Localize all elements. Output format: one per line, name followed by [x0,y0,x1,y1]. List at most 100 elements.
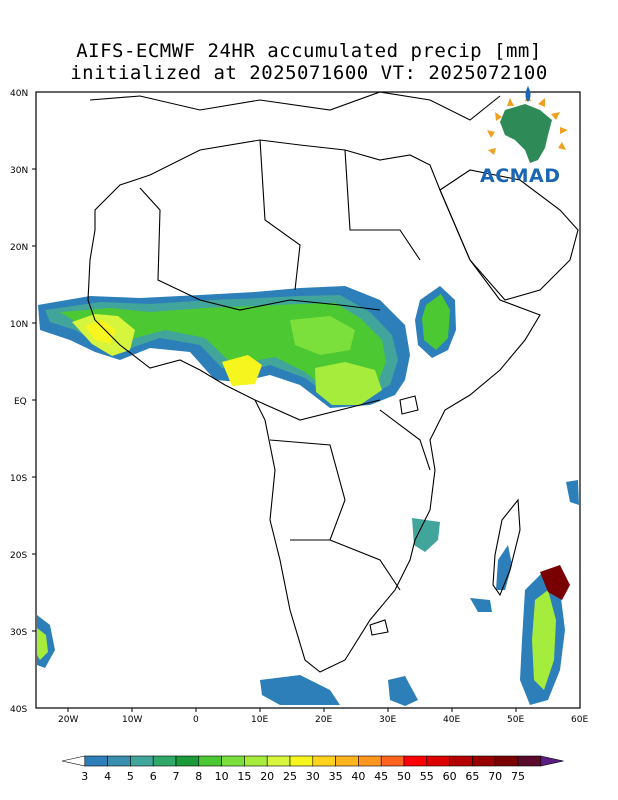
colorbar: 3 4 5 6 7 8 10 15 20 25 30 35 40 45 50 55 60 65 70 75 [61,755,564,783]
colorbar-swatch [472,755,496,767]
precip-cameroon-core [222,355,262,386]
precip-south-ocean-1in [532,590,556,690]
lat-axis: 40N 30N 20N 10N EQ 10S 20S 30S 40S [10,89,28,715]
lat-label-30s: 30S [10,628,27,638]
border-h [254,399,381,421]
colorbar-label: 30 [306,770,320,783]
arabia-coast [439,169,579,301]
colorbar-label: 70 [488,770,502,783]
logo-sun-rays [487,92,568,155]
logo-text: ACMAD [480,165,561,187]
colorbar-label: 7 [173,770,180,783]
border-g [379,409,431,471]
lon-label-20e: 20E [315,715,332,725]
colorbar-swatch [84,755,108,767]
colorbar-label: 3 [81,770,88,783]
colorbar-label: 35 [329,770,343,783]
precip-south-ocean-3 [260,675,340,705]
precip-car-core [315,362,382,405]
precip-west-southatl-in [37,628,48,660]
chart-title-line2: initialized at 2025071600 VT: 2025072100 [70,62,548,84]
colorbar-label: 6 [150,770,157,783]
colorbar-swatch [312,755,336,767]
europe-coast [89,91,501,121]
lat-label-eq: EQ [14,397,27,407]
colorbar-label: 40 [351,770,365,783]
ray [488,148,496,155]
lat-label-40s: 40S [10,705,27,715]
colorbar-arrow-right [540,755,564,767]
colorbar-swatch [198,755,222,767]
lat-label-20s: 20S [10,551,27,561]
colorbar-swatch [358,755,382,767]
lake-sa [369,619,389,636]
lon-label-40e: 40E [443,715,460,725]
colorbar-swatch [494,755,519,767]
colorbar-label: 25 [283,770,297,783]
colorbar-label: 10 [215,770,229,783]
lat-label-10s: 10S [10,474,27,484]
lon-axis: 20W 10W 0 10E 20E 30E 40E 50E 60E [58,715,588,725]
lon-label-0: 0 [193,715,199,725]
ray [558,142,566,150]
colorbar-swatch [130,755,154,767]
lon-label-30e: 30E [379,715,396,725]
colorbar-label: 55 [420,770,434,783]
ray [507,98,514,106]
axis-ticks [32,168,517,712]
precip-mozambique [412,518,440,552]
precip-south-ocean-4 [388,676,418,706]
colorbar-swatch [426,755,450,767]
colorbar-swatch [244,755,268,767]
lat-label-20n: 20N [10,243,28,253]
lon-label-10e: 10E [251,715,268,725]
precip-guinea-core2 [85,320,116,344]
ray [495,112,502,121]
colorbar-label: 75 [511,770,525,783]
precip-chad-core [290,316,355,355]
precip-madagascar [496,545,512,590]
colorbar-swatch [517,755,542,767]
border-d [199,299,381,311]
colorbar-label: 50 [397,770,411,783]
colorbar-swatch [335,755,359,767]
madagascar-coast [492,498,521,597]
precip-ethiopia-inner [422,294,450,350]
colorbar-label: 4 [104,770,111,783]
colorbar-swatch [152,755,177,767]
ray [487,130,495,138]
colorbar-swatch [449,755,473,767]
colorbar-swatch [403,755,428,767]
precip-mauritius [470,598,492,612]
ray [538,98,545,107]
chart-title-line1: AIFS-ECMWF 24HR accumulated precip [mm] [76,40,542,62]
logo-africa-shape [500,104,552,163]
ray [551,112,560,120]
colorbar-label: 15 [237,770,251,783]
colorbar-label: 20 [260,770,274,783]
lon-label-20w: 20W [58,715,78,725]
border-e [269,439,346,541]
lon-label-50e: 50E [507,715,524,725]
colorbar-swatch [266,755,291,767]
colorbar-label: 65 [465,770,479,783]
lat-label-30n: 30N [10,166,28,176]
lon-label-60e: 60E [571,715,588,725]
lake-victoria [399,395,419,415]
colorbar-swatch [107,755,131,767]
colorbar-swatch [175,755,200,767]
lon-label-10w: 10W [122,715,142,725]
coastlines [87,91,579,673]
colorbar-swatch [380,755,405,767]
lat-label-10n: 10N [10,320,28,330]
border-f [329,539,401,591]
africa-coastline [87,139,541,673]
acmad-logo: ACMAD [480,86,568,187]
colorbar-label: 60 [443,770,457,783]
border-c [344,149,421,261]
colorbar-label: 5 [127,770,134,783]
border-b [259,139,301,291]
precip-fields [37,286,579,706]
lat-label-40n: 40N [10,89,28,99]
